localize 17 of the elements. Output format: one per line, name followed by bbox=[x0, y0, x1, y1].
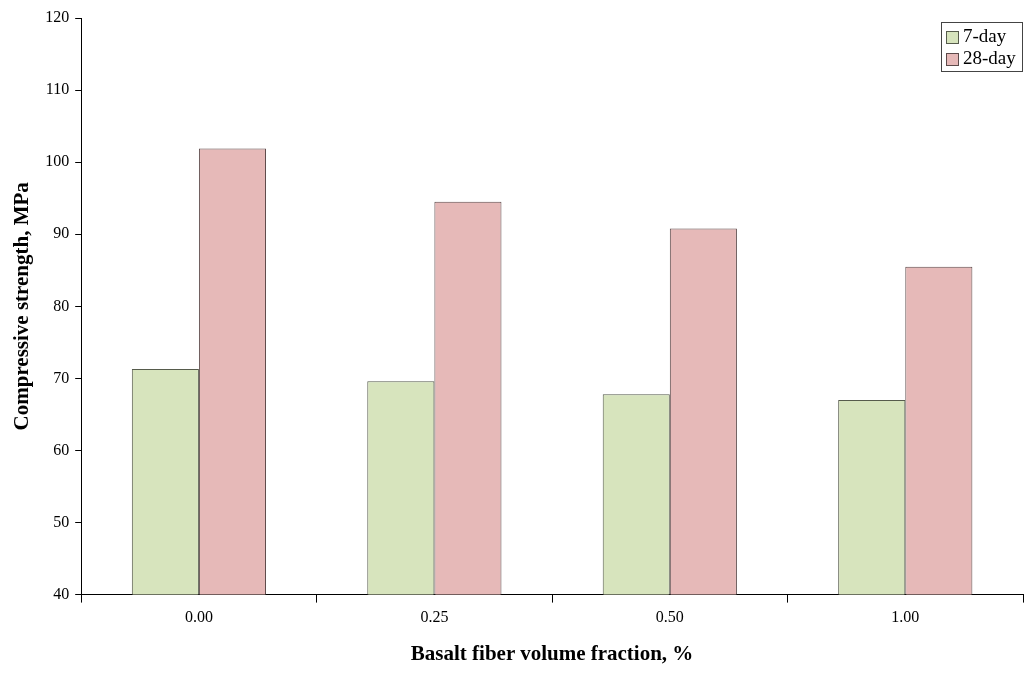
x-tick-label: 1.00 bbox=[891, 608, 920, 626]
legend-label: 7-day bbox=[963, 25, 1007, 46]
y-tick-label: 80 bbox=[53, 296, 70, 314]
legend-label: 28-day bbox=[963, 47, 1016, 68]
y-tick-label: 60 bbox=[53, 440, 70, 458]
y-tick-label: 40 bbox=[53, 584, 70, 602]
x-axis-title: Basalt fiber volume fraction, % bbox=[410, 640, 694, 665]
y-tick-label: 120 bbox=[45, 8, 70, 26]
x-tick-label: 0.25 bbox=[420, 608, 449, 626]
y-tick-label: 70 bbox=[53, 368, 70, 386]
x-tick-label: 0.00 bbox=[184, 608, 213, 626]
y-tick-label: 100 bbox=[45, 152, 70, 170]
x-tick-label: 0.50 bbox=[655, 608, 684, 626]
y-tick-label: 110 bbox=[45, 80, 70, 98]
y-tick-label: 90 bbox=[53, 224, 70, 242]
y-tick-label: 50 bbox=[53, 512, 70, 530]
y-axis-title: Compressive strength, MPa bbox=[9, 181, 34, 431]
